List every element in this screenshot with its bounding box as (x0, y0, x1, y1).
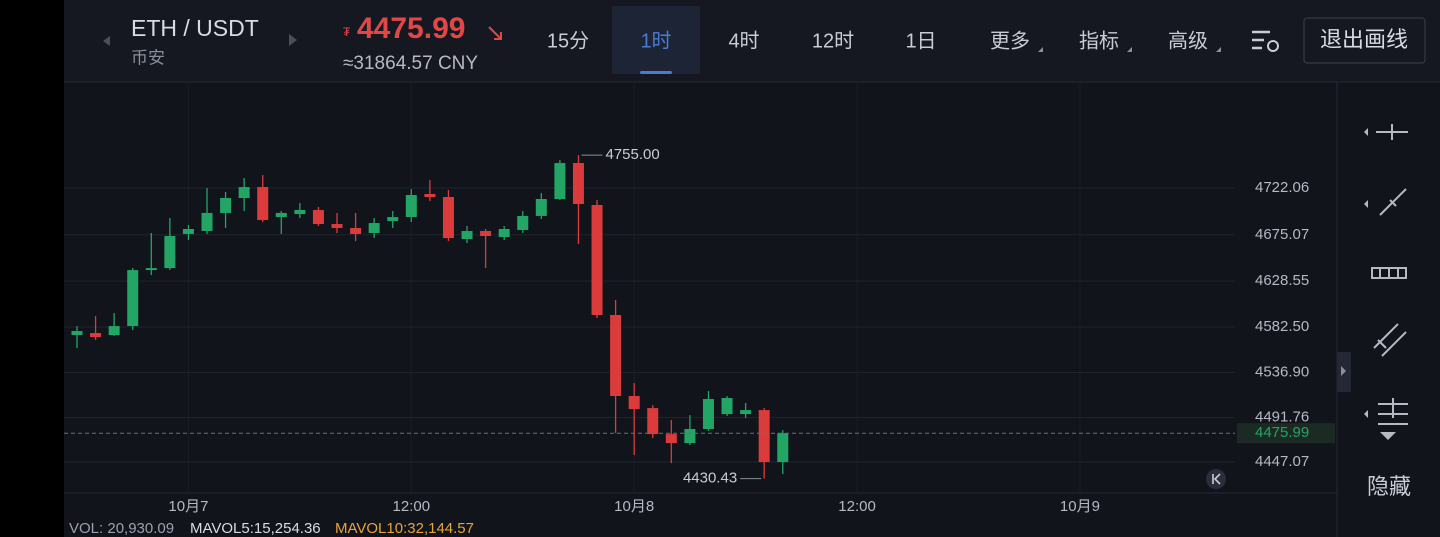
candle-body (498, 228, 510, 238)
tab[interactable]: 12时 (812, 29, 854, 52)
candle-body (257, 187, 269, 221)
annotation-label: 4430.43 (683, 470, 737, 487)
candle-body (461, 230, 473, 240)
tool-trendline[interactable] (1379, 188, 1407, 216)
candle-body (740, 410, 752, 415)
candle-body (182, 228, 194, 234)
candle-body (294, 209, 306, 215)
candle-body (554, 163, 566, 200)
x-tick-label: 10月9 (1060, 498, 1100, 515)
candle-body (127, 270, 139, 327)
tool-channel[interactable] (1373, 323, 1407, 357)
candle-body (71, 331, 83, 336)
candle-body (368, 223, 380, 233)
cny-price: ≈31864.57 CNY (343, 53, 478, 74)
pair[interactable]: ETH / USDT (131, 15, 259, 41)
candle-body (405, 195, 417, 218)
candle-body (108, 326, 120, 336)
tab[interactable]: 1日 (905, 30, 936, 52)
scroll-end-icon (1212, 473, 1221, 485)
tab-underline (640, 71, 672, 74)
x-tick-label: 12:00 (393, 498, 431, 515)
mavol10: MAVOL10:32,144.57 (335, 520, 474, 537)
tool-fib[interactable] (1378, 398, 1408, 425)
candle-body (777, 433, 789, 463)
settings-icon[interactable] (1252, 30, 1270, 50)
candle-body (758, 410, 770, 463)
next-arrow[interactable] (289, 34, 297, 46)
candle-body (90, 333, 102, 338)
candle-body (331, 224, 343, 229)
x-tick-label: 12:00 (838, 498, 876, 515)
candle-body (647, 408, 659, 435)
tab[interactable]: 1时 (640, 29, 671, 52)
hide-button[interactable]: 隐藏 (1367, 474, 1411, 499)
candle-body (238, 187, 250, 199)
y-tick-label: 4722.06 (1255, 179, 1309, 196)
settings-icon-gear (1267, 40, 1279, 52)
tab[interactable]: 更多 (990, 29, 1030, 52)
candle-body (591, 204, 603, 316)
y-tick-label: 4675.07 (1255, 226, 1309, 243)
down-arrow (488, 26, 502, 40)
prev-arrow[interactable] (103, 36, 110, 46)
tab[interactable]: 指标 (1079, 29, 1119, 52)
candle-body (145, 268, 157, 271)
exchange: 币安 (131, 48, 165, 67)
candle-body (164, 235, 176, 269)
current-price-label: 4475.99 (1255, 424, 1309, 441)
y-tick-label: 4491.76 (1255, 408, 1309, 425)
candle-body (702, 399, 714, 430)
tool-ruler[interactable] (1371, 267, 1407, 279)
left-strip (0, 0, 64, 537)
candle-body (387, 217, 399, 222)
candle-body (275, 212, 287, 218)
y-tick-label: 4582.50 (1255, 318, 1309, 335)
tab[interactable]: 4时 (728, 29, 759, 52)
panel-toggle-arrow (1341, 366, 1346, 376)
candle-body (665, 434, 677, 444)
exit-button[interactable]: 退出画线 (1320, 27, 1408, 52)
y-tick-label: 4536.90 (1255, 363, 1309, 380)
tab-caret (1216, 47, 1221, 52)
candle-body (628, 396, 640, 410)
candle-body (721, 398, 733, 415)
candle-body (442, 197, 454, 239)
candle-body (424, 194, 436, 198)
collapse-arrow[interactable] (1380, 432, 1396, 440)
x-tick-label: 10月7 (168, 498, 208, 515)
y-tick-label: 4447.07 (1255, 453, 1309, 470)
tool-icons (1371, 124, 1408, 425)
candle-body (572, 163, 584, 204)
candle-body (610, 315, 622, 397)
candle-body (220, 198, 232, 213)
tab[interactable]: 15分 (547, 29, 589, 52)
candle-body (312, 209, 324, 225)
x-tick-label: 10月8 (614, 498, 654, 515)
candle-body (535, 199, 547, 216)
tab-active-bg (612, 6, 700, 74)
tab-caret (1038, 47, 1043, 52)
tab[interactable]: 高级 (1168, 29, 1208, 52)
exit-button-frame[interactable] (1303, 17, 1426, 64)
tab-caret (1127, 47, 1132, 52)
candle-body (517, 215, 529, 230)
price-symbol: ₮ (343, 25, 351, 39)
candle-body (350, 228, 362, 234)
y-tick-label: 4628.55 (1255, 272, 1309, 289)
mavol5: MAVOL5:15,254.36 (190, 520, 321, 537)
current-price-box (1237, 423, 1335, 444)
candle-body (201, 212, 213, 231)
tool-hline[interactable] (1376, 124, 1408, 140)
price: 4475.99 (357, 12, 465, 45)
annotation-label: 4755.00 (605, 146, 659, 163)
candle-body (480, 230, 492, 236)
candle-body (684, 429, 696, 444)
vol: VOL: 20,930.09 (69, 520, 174, 537)
